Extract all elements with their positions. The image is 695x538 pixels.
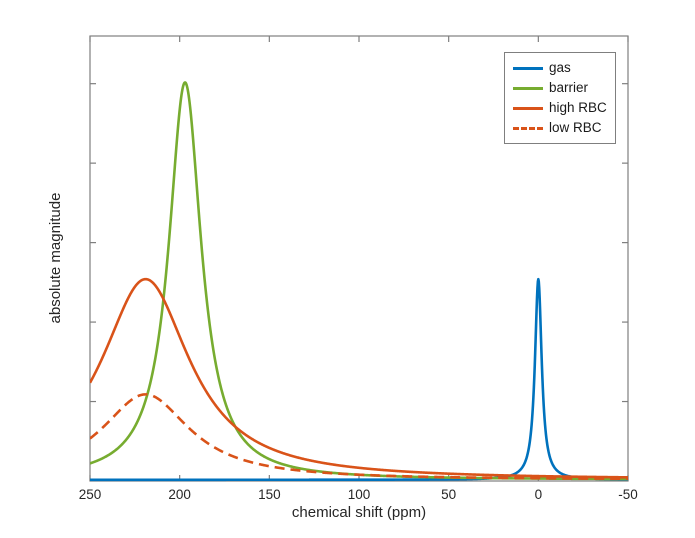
x-tick-label: 150 bbox=[258, 487, 281, 502]
legend-entry-high-rbc: high RBC bbox=[513, 98, 607, 118]
legend-entry-gas: gas bbox=[513, 58, 607, 78]
curve-high-rbc bbox=[90, 277, 628, 479]
legend-entry-low-rbc: low RBC bbox=[513, 118, 607, 138]
x-tick-label: 100 bbox=[348, 487, 371, 502]
spectra-curves bbox=[90, 81, 628, 482]
x-tick-label: -50 bbox=[618, 487, 638, 502]
x-tick-label: 200 bbox=[168, 487, 191, 502]
low-rbc-line-swatch bbox=[513, 126, 543, 130]
x-tick-label: 0 bbox=[535, 487, 543, 502]
curve-gas bbox=[90, 277, 628, 482]
x-tick-label: 50 bbox=[441, 487, 456, 502]
curve-low-rbc bbox=[90, 393, 628, 481]
legend: gas barrier high RBC low RBC bbox=[504, 52, 616, 144]
legend-entry-barrier: barrier bbox=[513, 78, 607, 98]
x-axis-label: chemical shift (ppm) bbox=[292, 504, 426, 521]
x-tick-label: 250 bbox=[79, 487, 102, 502]
gas-line-swatch bbox=[513, 66, 543, 70]
x-tick-labels: 250 200 150 100 50 0 -50 bbox=[79, 487, 638, 502]
barrier-line-swatch bbox=[513, 86, 543, 90]
legend-label: gas bbox=[549, 60, 571, 75]
legend-label: high RBC bbox=[549, 100, 607, 115]
legend-label: barrier bbox=[549, 80, 589, 95]
y-axis-label: absolute magnitude bbox=[47, 193, 64, 324]
high-rbc-line-swatch bbox=[513, 106, 543, 110]
legend-label: low RBC bbox=[549, 120, 602, 135]
